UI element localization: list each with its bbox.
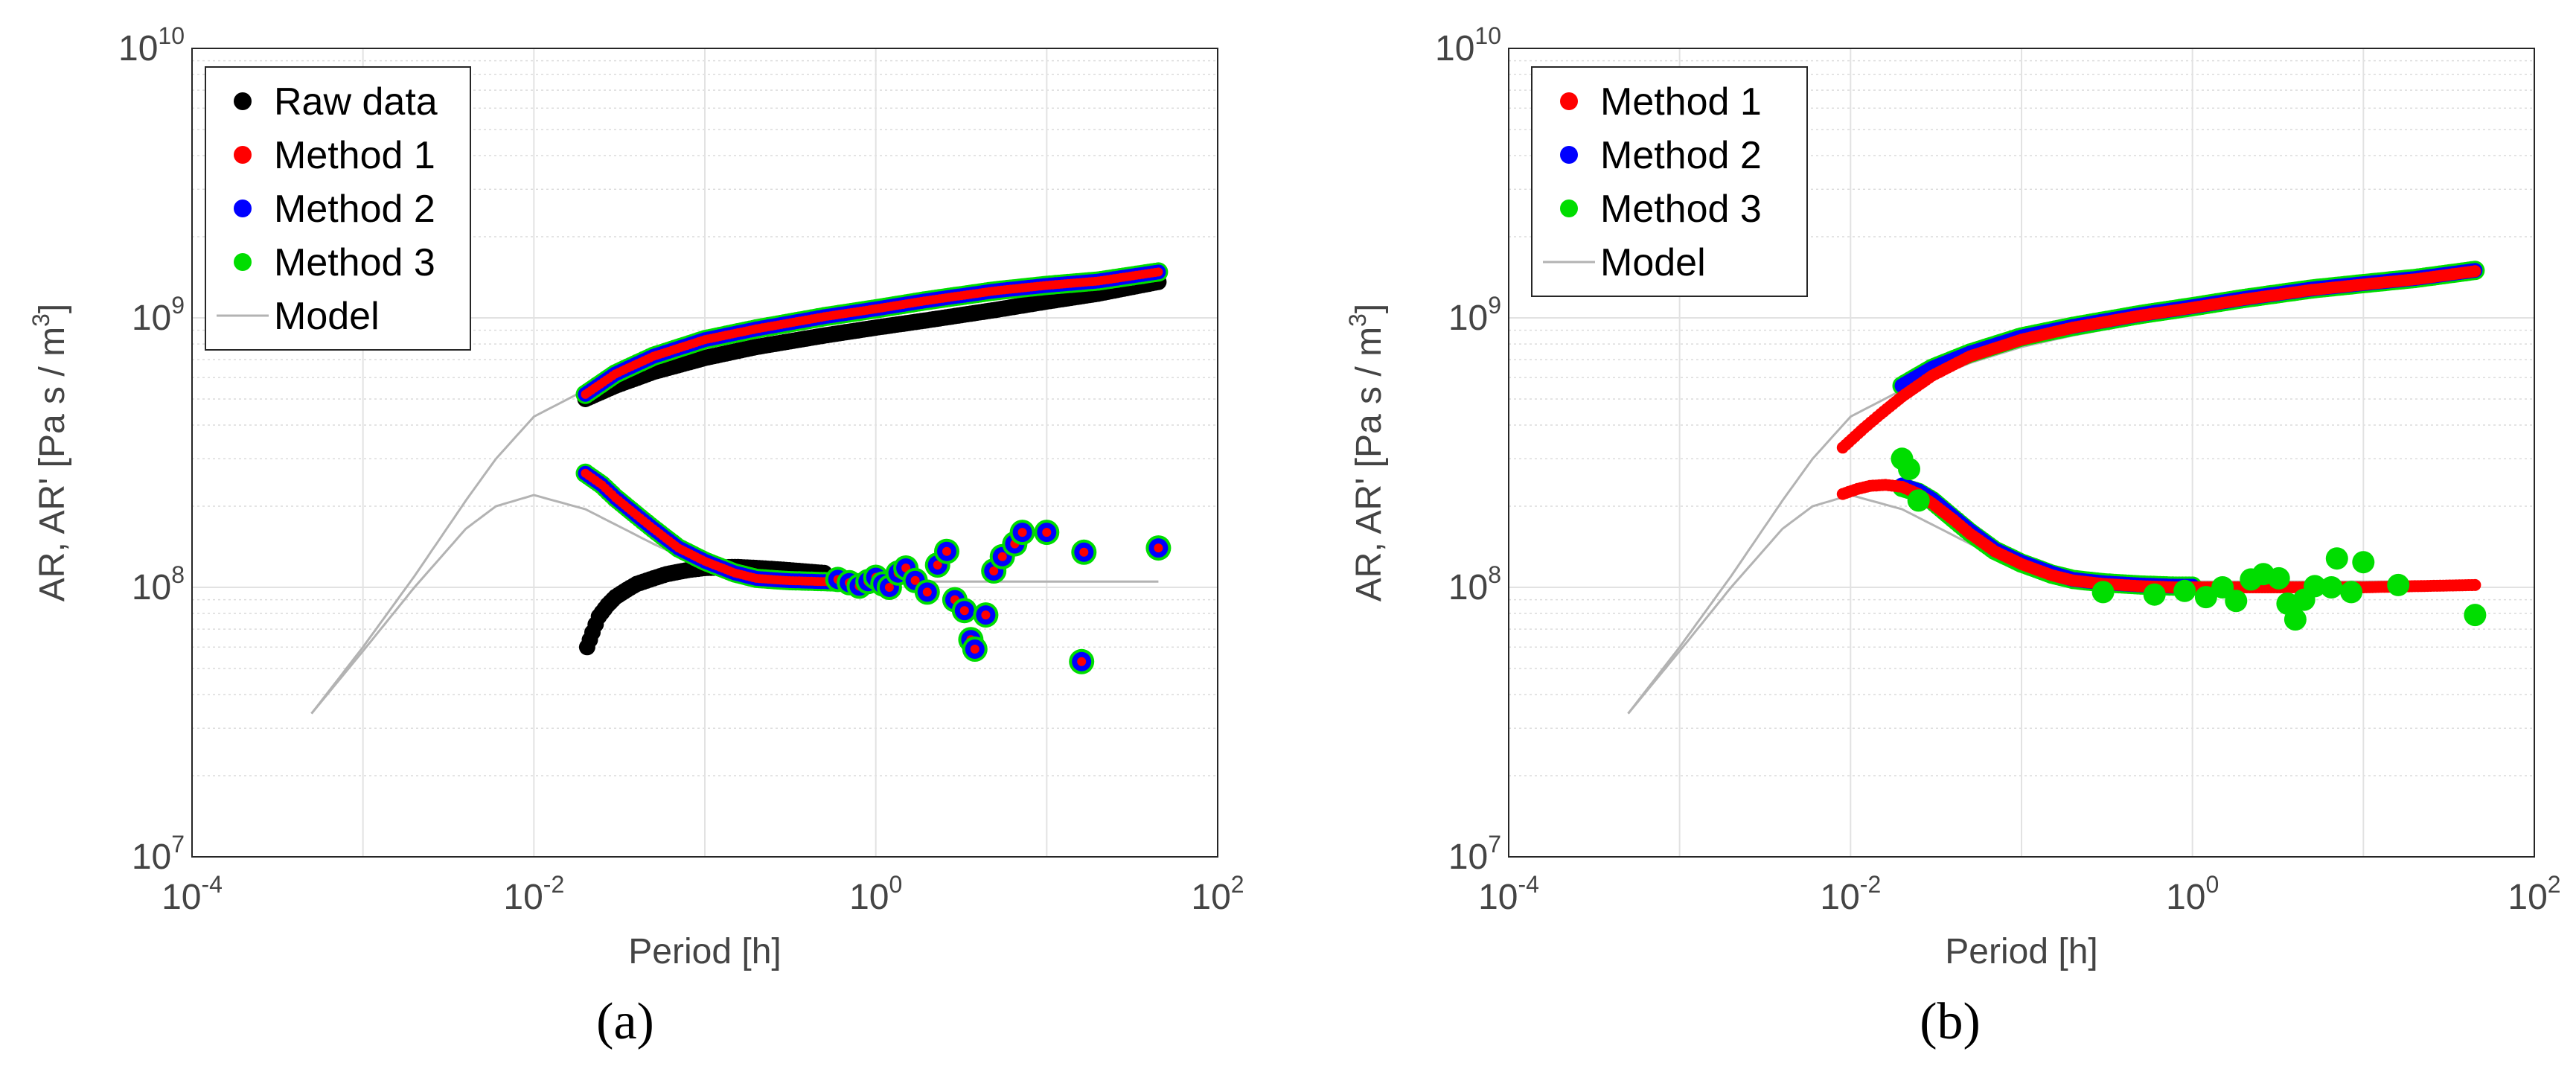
method-point xyxy=(2194,586,2217,609)
legend-swatch xyxy=(234,146,252,164)
method-point xyxy=(910,575,920,585)
y-tick-labels-a: 107 108 109 1010 xyxy=(118,22,185,877)
x-axis-label-b: Period [h] xyxy=(1945,932,2097,971)
y-tick-label: 108 xyxy=(132,561,185,607)
method-point xyxy=(2091,581,2115,604)
method-point xyxy=(2211,576,2234,599)
panel-label-a: (a) xyxy=(596,993,654,1050)
method-point xyxy=(2320,576,2343,599)
method-point xyxy=(1077,657,1087,666)
y-tick-label: 107 xyxy=(132,831,185,877)
y-axis-label-a: AR, AR' [Pa s / m3] xyxy=(28,304,72,601)
method-point xyxy=(922,587,932,597)
method-point xyxy=(1042,528,1052,537)
method-1-point xyxy=(2469,265,2481,278)
method-point xyxy=(2352,551,2375,574)
method-point xyxy=(981,610,991,620)
legend-label: Method 1 xyxy=(1600,80,1762,124)
x-tick-label: 10-4 xyxy=(162,871,223,917)
legend-a: Raw data Method 1 Method 2 Method 3 Model xyxy=(205,66,471,351)
legend-box xyxy=(1531,66,1808,297)
x-tick-label: 10-4 xyxy=(1478,871,1539,917)
x-tick-label: 102 xyxy=(2508,871,2560,917)
axes-box-b xyxy=(1508,48,2535,858)
x-tick-label: 10-2 xyxy=(503,871,564,917)
y-tick-label: 107 xyxy=(1448,831,1501,877)
method-point xyxy=(989,566,999,575)
legend-label: Method 1 xyxy=(274,134,435,177)
method-point xyxy=(2267,566,2290,590)
method-point xyxy=(2325,547,2348,570)
legend-label: Raw data xyxy=(274,80,438,124)
method-point xyxy=(2143,583,2166,606)
x-axis-label-a: Period [h] xyxy=(628,932,781,971)
method-point xyxy=(1017,528,1027,537)
x-tick-labels-b: 10-4 10-2 100 102 xyxy=(1478,871,2561,917)
legend-swatch xyxy=(234,253,252,271)
method-point xyxy=(997,552,1007,561)
y-tick-label: 1010 xyxy=(1435,22,1501,68)
method-point xyxy=(2173,579,2196,602)
method-1-point xyxy=(2469,578,2481,591)
method-point xyxy=(2387,573,2410,596)
marks-a xyxy=(310,262,1172,715)
legend-label: Model xyxy=(274,295,380,338)
method-point xyxy=(1154,543,1163,553)
legend-b: Method 1 Method 2 Method 3 Model xyxy=(1531,66,1808,297)
method-point xyxy=(1907,489,1930,512)
legend-label: Method 2 xyxy=(274,188,435,231)
y-tick-label: 108 xyxy=(1448,561,1501,607)
legend-label: Method 3 xyxy=(274,241,435,284)
method-point xyxy=(933,561,942,569)
y-tick-label: 109 xyxy=(132,292,185,338)
legend-swatch xyxy=(1560,146,1578,164)
legend-swatch xyxy=(234,92,252,110)
y-tick-labels-b: 107 108 109 1010 xyxy=(1435,22,1501,877)
legend-label: Method 2 xyxy=(1600,134,1762,177)
method-point xyxy=(970,645,979,654)
method-point xyxy=(884,583,894,592)
y-tick-label: 1010 xyxy=(118,22,185,68)
y-tick-label: 109 xyxy=(1448,292,1501,338)
method-point xyxy=(1079,547,1089,557)
legend-swatch xyxy=(234,200,252,217)
method-point xyxy=(2464,604,2487,627)
method-point xyxy=(2304,575,2327,598)
legend-label: Method 3 xyxy=(1600,188,1762,231)
x-tick-label: 10-2 xyxy=(1820,871,1881,917)
method-1-point xyxy=(1154,267,1163,277)
marks-b xyxy=(1627,261,2487,715)
x-tick-labels-a: 10-4 10-2 100 102 xyxy=(162,871,1244,917)
method-point xyxy=(959,606,969,616)
method-point xyxy=(1898,458,1920,480)
y-axis-label-b: AR, AR' [Pa s / m3] xyxy=(1344,304,1389,601)
method-point xyxy=(2340,581,2363,604)
x-tick-label: 102 xyxy=(1191,871,1244,917)
method-point xyxy=(2283,608,2307,631)
legend-swatch xyxy=(1560,200,1578,217)
legend-swatch xyxy=(1560,92,1578,110)
method-point xyxy=(2225,590,2248,613)
method-point xyxy=(942,546,951,556)
x-tick-label: 100 xyxy=(849,871,902,917)
panel-label-b: (b) xyxy=(1920,993,1981,1050)
axes-box-a xyxy=(191,48,1218,858)
x-tick-label: 100 xyxy=(2166,871,2219,917)
legend-label: Model xyxy=(1600,241,1706,284)
